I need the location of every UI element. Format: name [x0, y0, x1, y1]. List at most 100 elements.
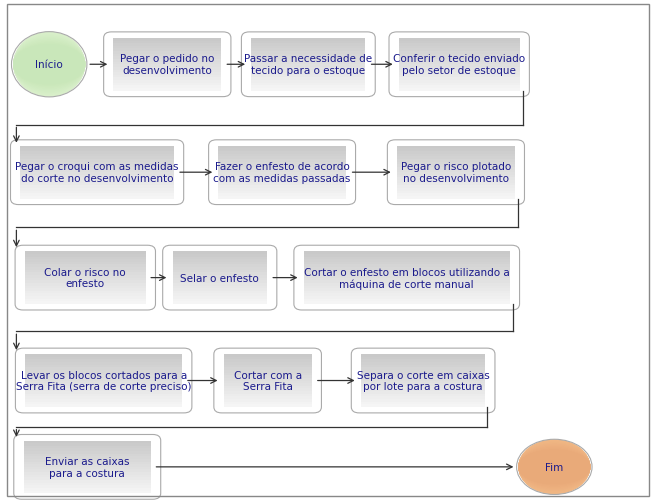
Bar — [251, 86, 365, 89]
Bar — [224, 365, 312, 368]
Bar — [26, 383, 182, 386]
Bar — [20, 154, 174, 157]
Ellipse shape — [13, 38, 85, 92]
Bar — [361, 360, 485, 362]
Bar — [399, 71, 520, 73]
Bar — [26, 365, 182, 368]
Bar — [304, 289, 510, 291]
Bar — [218, 167, 346, 170]
Bar — [26, 373, 182, 376]
Bar — [218, 186, 346, 188]
Bar — [361, 394, 485, 397]
Ellipse shape — [13, 45, 85, 85]
Ellipse shape — [13, 44, 85, 87]
Ellipse shape — [13, 42, 85, 88]
Bar — [20, 170, 174, 173]
Ellipse shape — [518, 450, 590, 484]
Bar — [304, 270, 510, 273]
Text: Selar o enfesto: Selar o enfesto — [180, 273, 259, 283]
Bar — [25, 278, 146, 281]
Bar — [397, 196, 515, 199]
Bar — [25, 252, 146, 255]
Bar — [20, 196, 174, 199]
Ellipse shape — [13, 34, 85, 96]
Bar — [24, 464, 151, 467]
Bar — [304, 276, 510, 278]
Bar — [397, 170, 515, 173]
Bar — [399, 60, 520, 63]
Bar — [173, 291, 267, 294]
Bar — [218, 188, 346, 191]
Ellipse shape — [13, 45, 85, 85]
Text: Início: Início — [35, 60, 63, 70]
Bar — [218, 178, 346, 181]
Ellipse shape — [518, 445, 590, 488]
Bar — [24, 472, 151, 475]
Text: Cortar o enfesto em blocos utilizando a
máquina de corte manual: Cortar o enfesto em blocos utilizando a … — [304, 267, 510, 289]
Bar — [361, 389, 485, 391]
Bar — [218, 170, 346, 173]
Ellipse shape — [13, 37, 85, 94]
Bar — [26, 402, 182, 404]
Bar — [25, 289, 146, 291]
Bar — [24, 441, 151, 443]
Bar — [399, 81, 520, 84]
Ellipse shape — [518, 450, 590, 484]
Ellipse shape — [13, 40, 85, 91]
Bar — [173, 270, 267, 273]
Bar — [173, 299, 267, 302]
Bar — [304, 263, 510, 265]
Bar — [251, 44, 365, 47]
Ellipse shape — [518, 449, 590, 485]
Bar — [173, 289, 267, 291]
Bar — [361, 355, 485, 357]
Bar — [399, 65, 520, 68]
Bar — [361, 386, 485, 389]
Bar — [20, 191, 174, 194]
Bar — [251, 57, 365, 60]
Bar — [173, 283, 267, 286]
Bar — [26, 389, 182, 391]
Bar — [173, 265, 267, 268]
Bar — [224, 391, 312, 394]
Bar — [173, 268, 267, 270]
Bar — [20, 165, 174, 167]
Bar — [218, 191, 346, 194]
Bar — [397, 167, 515, 170]
Ellipse shape — [518, 447, 590, 486]
Bar — [113, 78, 221, 81]
Bar — [24, 456, 151, 459]
Bar — [361, 357, 485, 360]
Bar — [25, 273, 146, 276]
Ellipse shape — [518, 440, 590, 493]
Bar — [25, 302, 146, 304]
Bar — [113, 84, 221, 86]
Text: Passar a necessidade de
tecido para o estoque: Passar a necessidade de tecido para o es… — [244, 54, 373, 76]
Bar — [251, 60, 365, 63]
Bar — [24, 459, 151, 462]
Bar — [20, 183, 174, 186]
Bar — [304, 291, 510, 294]
Bar — [218, 181, 346, 183]
Bar — [26, 404, 182, 407]
Bar — [25, 294, 146, 297]
Bar — [397, 178, 515, 181]
Bar — [361, 376, 485, 378]
Bar — [304, 265, 510, 268]
Bar — [399, 86, 520, 89]
Bar — [251, 49, 365, 52]
Bar — [26, 386, 182, 389]
Bar — [361, 381, 485, 383]
Bar — [304, 278, 510, 281]
Bar — [20, 167, 174, 170]
Ellipse shape — [13, 36, 85, 95]
Bar — [113, 86, 221, 89]
Ellipse shape — [518, 439, 590, 494]
Ellipse shape — [518, 446, 590, 487]
Text: Pegar o croqui com as medidas
do corte no desenvolvimento: Pegar o croqui com as medidas do corte n… — [15, 162, 179, 184]
Bar — [224, 362, 312, 365]
Bar — [26, 368, 182, 370]
Bar — [361, 404, 485, 407]
Bar — [113, 39, 221, 42]
Bar — [399, 68, 520, 70]
